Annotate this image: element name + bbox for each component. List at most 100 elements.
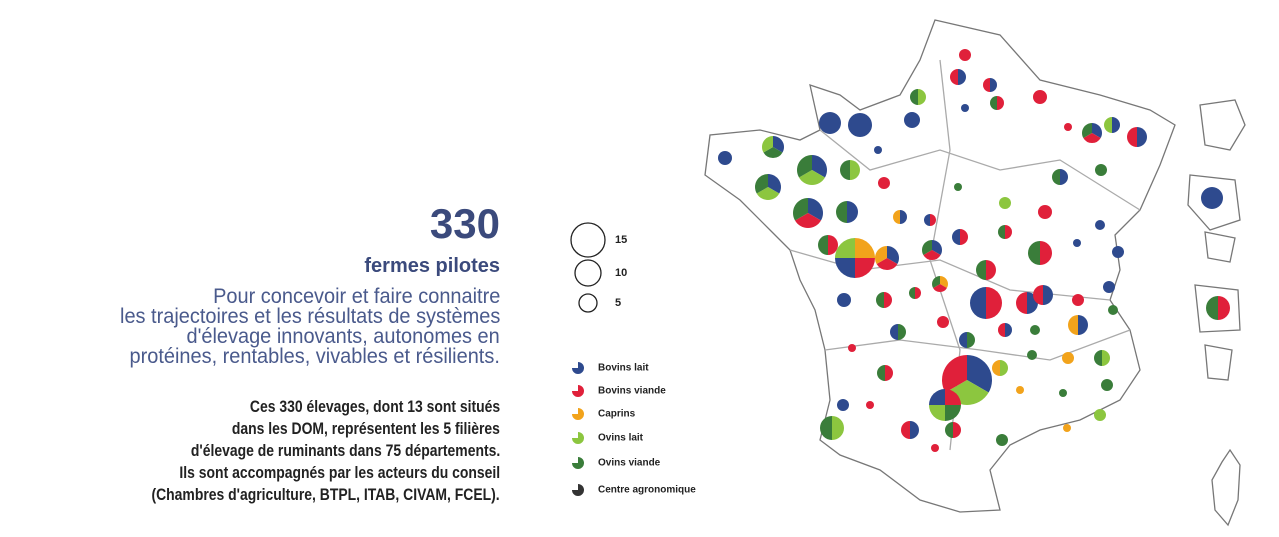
farm-pie <box>910 89 918 105</box>
farm-pie <box>937 316 949 328</box>
size-circle <box>574 259 602 287</box>
farm-pie <box>855 258 875 278</box>
legend-icon <box>572 362 584 374</box>
farm-pie <box>850 160 860 180</box>
legend-icon <box>572 408 584 420</box>
farm-pie <box>828 235 838 255</box>
farm-pie <box>1063 424 1071 432</box>
farm-pie <box>900 210 907 224</box>
farm-pie <box>763 147 783 159</box>
farm-pie <box>1137 127 1147 147</box>
farm-pie <box>773 136 784 153</box>
farm-pie <box>876 292 884 308</box>
legend-icon <box>572 432 584 444</box>
farm-pie <box>922 240 932 255</box>
farm-pie <box>832 416 844 440</box>
farm-pie <box>996 434 1008 446</box>
farm-pie <box>1016 386 1024 394</box>
farm-pie <box>848 113 872 137</box>
farm-pie <box>930 214 936 226</box>
farm-pie <box>1016 292 1027 314</box>
farm-pie <box>932 240 943 255</box>
farm-pie <box>998 225 1005 239</box>
farm-pie <box>918 89 926 105</box>
farm-pie <box>1033 90 1047 104</box>
legend-icon <box>572 457 584 469</box>
farm-pie <box>959 49 971 61</box>
farm-pie <box>840 160 850 180</box>
farm-pie <box>1112 117 1120 133</box>
farm-pie <box>998 323 1005 337</box>
farm-pie <box>835 238 855 258</box>
farm-pie <box>837 399 849 411</box>
farm-pie <box>1094 350 1102 366</box>
france <box>704 19 1176 513</box>
farm-pie <box>953 422 961 438</box>
map-outline <box>704 19 1246 527</box>
farm-pie <box>755 174 768 194</box>
legend-icon <box>572 484 584 496</box>
farm-pie <box>990 96 997 110</box>
body-line: dans les DOM, représentent les 5 filière… <box>231 419 500 438</box>
farm-pie <box>1005 323 1012 337</box>
farm-pie <box>945 405 961 421</box>
farm-pie <box>866 401 874 409</box>
farm-pie <box>924 214 930 226</box>
farm-pie <box>931 444 939 452</box>
farm-pie <box>797 155 812 178</box>
farm-pie <box>768 174 781 194</box>
farm-pie <box>793 198 808 221</box>
farm-pie <box>983 78 990 92</box>
farm-pie <box>1112 246 1124 258</box>
headline-subtitle: fermes pilotes <box>364 255 500 277</box>
farm-pie <box>909 287 915 299</box>
size-circle <box>578 293 598 313</box>
farm-pie <box>890 324 898 340</box>
body-line: Ils sont accompagnés par les acteurs du … <box>179 463 500 482</box>
farm-pie <box>818 235 828 255</box>
farm-pie <box>885 365 893 381</box>
farm-pie <box>967 355 992 393</box>
farm-pie <box>1052 169 1060 185</box>
farm-pie <box>945 422 953 438</box>
farm-pie <box>1104 117 1112 133</box>
body-line: d'élevage de ruminants dans 75 départeme… <box>190 441 500 460</box>
legend-label: Bovins lait <box>598 363 649 374</box>
farm-pie <box>1027 350 1037 360</box>
farm-pie <box>884 292 892 308</box>
martinique <box>1204 231 1236 263</box>
farm-pie <box>1094 409 1106 421</box>
farm-pie <box>887 246 899 264</box>
farm-pie <box>1108 305 1118 315</box>
farm-pie <box>967 332 975 348</box>
lead-line: Pour concevoir et faire connaitre <box>212 285 500 308</box>
legend-label: Centre agronomique <box>598 485 696 496</box>
farm-pie <box>1064 123 1072 131</box>
farm-pie <box>1206 296 1218 320</box>
farm-pie <box>1060 169 1068 185</box>
farm-pie <box>959 332 967 348</box>
farm-pie <box>1078 315 1088 335</box>
headline-number: 330 <box>429 200 500 247</box>
farm-pie <box>904 112 920 128</box>
farm-pie <box>1062 352 1074 364</box>
farm-pie <box>1073 239 1081 247</box>
farm-pie <box>929 389 945 405</box>
farm-pie <box>835 258 855 278</box>
farm-pie <box>999 197 1011 209</box>
size-label: 15 <box>615 234 627 246</box>
body-line: Ces 330 élevages, dont 13 sont situés <box>249 397 500 416</box>
farm-pie <box>836 201 847 223</box>
farm-pie <box>990 78 997 92</box>
farm-pie <box>1028 241 1040 265</box>
size-label: 5 <box>615 297 621 309</box>
farm-pie <box>940 276 948 288</box>
farm-pie <box>1127 127 1137 147</box>
farm-pie <box>837 293 851 307</box>
farm-pie <box>986 287 1002 319</box>
farm-pie <box>958 69 966 85</box>
farm-pie <box>1201 187 1223 209</box>
farm-pie <box>992 360 1000 376</box>
farm-pie <box>1101 379 1113 391</box>
